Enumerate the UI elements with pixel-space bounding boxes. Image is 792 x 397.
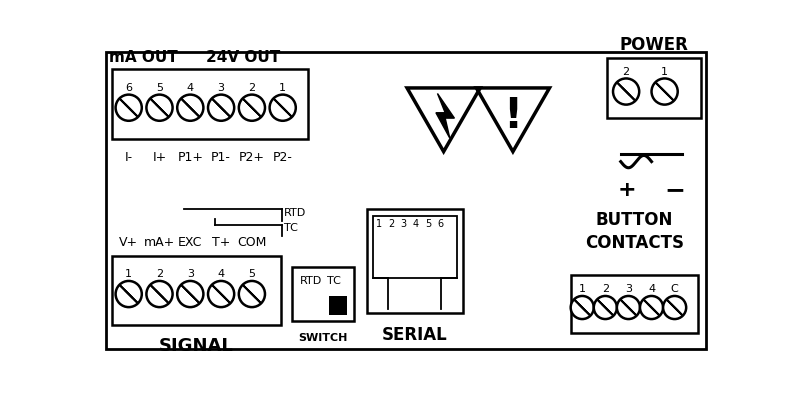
Polygon shape [436, 93, 455, 138]
Circle shape [239, 94, 265, 121]
Bar [112, 256, 281, 325]
Text: P1+: P1+ [177, 151, 204, 164]
Circle shape [269, 94, 295, 121]
Circle shape [177, 281, 204, 307]
Text: !: ! [504, 95, 523, 137]
Text: −: − [664, 178, 685, 202]
Text: 1: 1 [661, 67, 668, 77]
Text: 3: 3 [187, 270, 194, 279]
Text: 2: 2 [388, 220, 394, 229]
Circle shape [208, 281, 234, 307]
Text: 4: 4 [218, 270, 225, 279]
Text: 1: 1 [579, 284, 586, 295]
Text: TC: TC [284, 223, 298, 233]
Text: 3: 3 [218, 83, 225, 93]
Text: P1-: P1- [211, 151, 231, 164]
Circle shape [617, 296, 640, 319]
Text: P2+: P2+ [239, 151, 265, 164]
Text: 1: 1 [125, 270, 132, 279]
Text: 1: 1 [280, 83, 286, 93]
Text: 24V OUT: 24V OUT [206, 50, 280, 65]
Text: RTD: RTD [299, 276, 322, 286]
Circle shape [663, 296, 686, 319]
Circle shape [613, 79, 639, 105]
Text: COM: COM [238, 236, 267, 249]
Bar [292, 267, 353, 321]
Text: SIGNAL: SIGNAL [159, 337, 234, 355]
Circle shape [147, 94, 173, 121]
Text: 2: 2 [623, 67, 630, 77]
Circle shape [640, 296, 663, 319]
Circle shape [116, 94, 142, 121]
Text: 3: 3 [625, 284, 632, 295]
Circle shape [239, 281, 265, 307]
Bar [373, 216, 457, 278]
Text: RTD: RTD [284, 208, 307, 218]
Text: +: + [618, 180, 636, 200]
Text: 1: 1 [376, 220, 382, 229]
Text: mA+: mA+ [144, 236, 175, 249]
Text: 5: 5 [425, 220, 432, 229]
Text: I-: I- [124, 151, 133, 164]
Text: C: C [671, 284, 679, 295]
Text: 6: 6 [125, 83, 132, 93]
Circle shape [177, 94, 204, 121]
Text: 5: 5 [249, 270, 255, 279]
Text: 2: 2 [602, 284, 609, 295]
Bar [329, 296, 348, 315]
Text: mA OUT: mA OUT [109, 50, 177, 65]
Text: POWER: POWER [619, 36, 688, 54]
Text: 2: 2 [249, 83, 256, 93]
Text: 4: 4 [413, 220, 419, 229]
Text: 5: 5 [156, 83, 163, 93]
Text: 6: 6 [437, 220, 444, 229]
Text: SWITCH: SWITCH [298, 333, 348, 343]
Text: EXC: EXC [178, 236, 203, 249]
Bar [112, 69, 308, 139]
Text: BUTTON
CONTACTS: BUTTON CONTACTS [584, 212, 683, 252]
Text: I+: I+ [152, 151, 166, 164]
Bar [367, 209, 463, 313]
Circle shape [594, 296, 617, 319]
Text: 3: 3 [401, 220, 406, 229]
Circle shape [652, 79, 678, 105]
Circle shape [147, 281, 173, 307]
Bar [571, 275, 698, 333]
Text: P2-: P2- [272, 151, 292, 164]
Text: T+: T+ [212, 236, 230, 249]
Text: V+: V+ [119, 236, 139, 249]
Text: 2: 2 [156, 270, 163, 279]
Bar [607, 58, 701, 118]
Text: 4: 4 [648, 284, 655, 295]
Text: 4: 4 [187, 83, 194, 93]
Circle shape [116, 281, 142, 307]
Text: TC: TC [326, 276, 341, 286]
Circle shape [571, 296, 594, 319]
Text: SERIAL: SERIAL [382, 326, 447, 344]
Circle shape [208, 94, 234, 121]
